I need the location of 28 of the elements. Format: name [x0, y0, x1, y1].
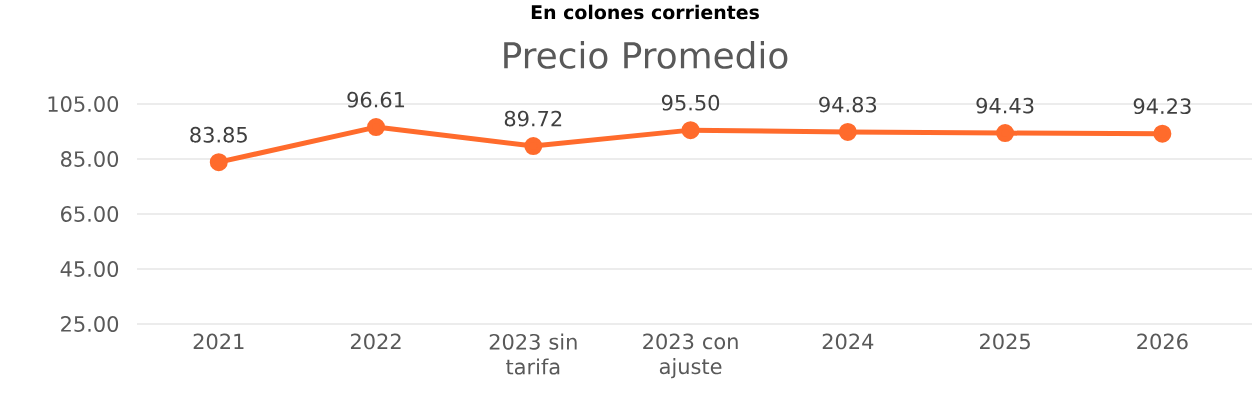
data-label: 89.72: [504, 110, 562, 127]
y-tick-label: 45.00: [60, 261, 119, 277]
x-tick-label: 2024: [822, 333, 874, 350]
y-tick-label: 85.00: [61, 151, 119, 167]
data-label: 96.61: [347, 91, 405, 108]
data-label: 94.83: [819, 96, 877, 113]
point: [996, 124, 1015, 143]
y-tick-label: 25.00: [61, 316, 119, 332]
y-tick-label: 105.00: [48, 96, 119, 112]
x-tick-label: 2021: [193, 333, 244, 350]
chart-subtitle: En colones corrientes: [531, 4, 759, 20]
point: [367, 118, 386, 137]
point: [1153, 124, 1172, 143]
chart-title: Precio Promedio: [504, 41, 788, 69]
x-tick-label: 2022: [350, 333, 401, 350]
x-tick-label: 2023 con ajuste: [643, 333, 738, 379]
y-tick-label: 65.00: [61, 206, 119, 222]
data-label: 83.85: [190, 126, 247, 143]
point: [681, 121, 700, 140]
data-label: 94.23: [1133, 98, 1191, 115]
data-label: 95.50: [661, 94, 720, 111]
point: [524, 137, 543, 156]
point: [209, 153, 228, 172]
x-tick-label: 2025: [980, 333, 1030, 350]
x-tick-label: 2023 sin tarifa: [489, 333, 577, 375]
point: [838, 122, 857, 141]
data-label: 94.43: [976, 97, 1034, 114]
x-tick-label: 2026: [1137, 333, 1188, 350]
